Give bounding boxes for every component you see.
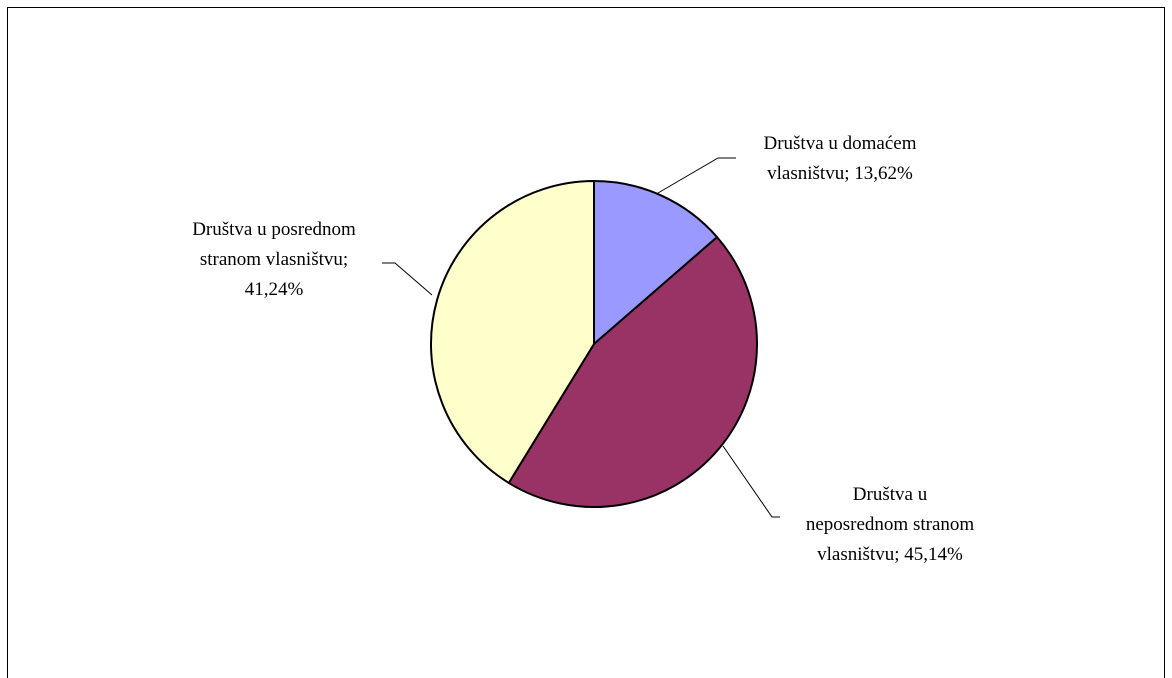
data-label-line: vlasništvu; 13,62% — [767, 163, 913, 184]
data-label: Društva u posrednom stranom vlasništvu; 41… — [192, 219, 356, 300]
leader-line — [657, 157, 736, 194]
data-label-line: vlasništvu; 45,14% — [817, 544, 963, 565]
data-label-line: 41,24% — [245, 279, 304, 300]
leader-line — [722, 445, 780, 518]
data-label-line: Društva u posrednom — [192, 219, 356, 240]
pie-slices — [430, 180, 758, 508]
data-label: Društva u neposrednom stranom vlasništvu; … — [806, 484, 975, 565]
data-label: Društva u domaćem vlasništvu; 13,62% — [763, 133, 916, 184]
leader-lines — [382, 157, 780, 518]
data-label-line: neposrednom stranom — [806, 514, 975, 535]
data-label-line: stranom vlasništvu; — [200, 249, 348, 270]
data-labels: Društva u domaćem vlasništvu; 13,62%Društ… — [192, 133, 974, 565]
pie-slice-drustva-u-neposrednom-stranom-vlasnistvu-45-14 — [507, 236, 758, 508]
leader-line — [382, 262, 433, 296]
chart-area — [7, 7, 1165, 678]
pie-slice-drustva-u-domacem-vlasnistvu-13-62 — [593, 180, 719, 345]
data-label-line: Društva u — [853, 484, 928, 505]
data-label-line: Društva u domaćem — [763, 133, 916, 154]
pie-slice-drustva-u-posrednom-stranom-vlasnistvu-41-24 — [430, 180, 595, 484]
